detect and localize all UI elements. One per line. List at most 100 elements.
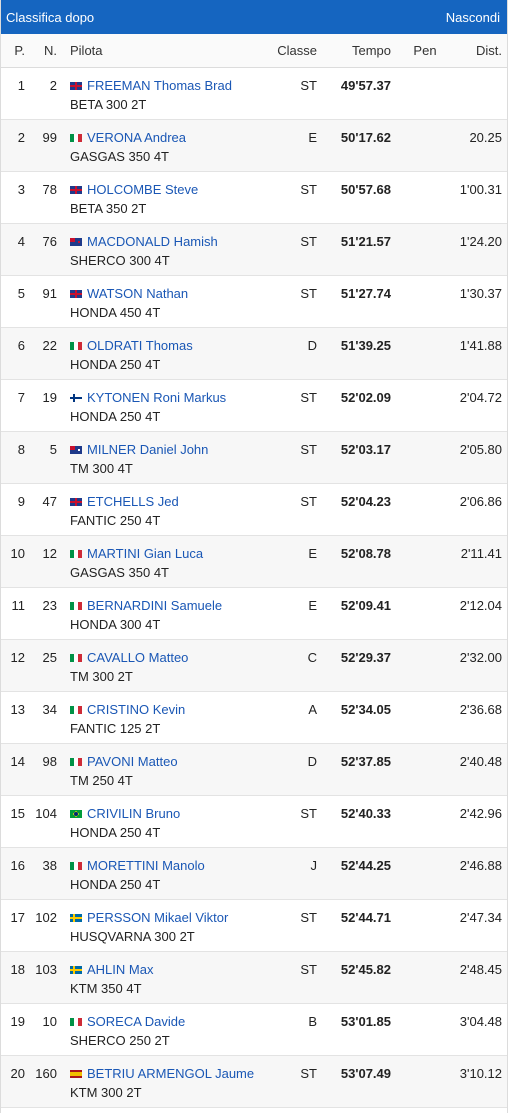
- bike-model: BETA 300 2T: [70, 97, 147, 112]
- bike-model: HONDA 250 4T: [70, 409, 161, 424]
- uk-flag-icon: [70, 82, 82, 90]
- gap: 2'32.00: [459, 650, 502, 665]
- rider-name-link[interactable]: WATSON Nathan: [70, 286, 188, 301]
- table-row[interactable]: 2 99 VERONA Andrea GASGAS 350 4T E 50'17.62 20…: [1, 120, 507, 172]
- class: ST: [300, 806, 317, 821]
- class: D: [307, 338, 317, 353]
- time: 53'07.49: [340, 1066, 391, 1081]
- rider-name-link[interactable]: MACDONALD Hamish: [70, 234, 218, 249]
- time: 51'27.74: [340, 286, 391, 301]
- bike-model: HUSQVARNA 300 2T: [70, 929, 195, 944]
- bike-model: KTM 350 4T: [70, 981, 142, 996]
- rider-name-link[interactable]: MORETTINI Manolo: [70, 858, 205, 873]
- position: 10: [10, 546, 25, 561]
- race-number: 38: [42, 858, 57, 873]
- table-row[interactable]: 13 34 CRISTINO Kevin FANTIC 125 2T A 52'34.05…: [1, 692, 507, 744]
- bike-model: HONDA 450 4T: [70, 305, 161, 320]
- table-row[interactable]: 5 91 WATSON Nathan HONDA 450 4T ST 51'27.74 1'…: [1, 276, 507, 328]
- table-row[interactable]: 16 38 MORETTINI Manolo HONDA 250 4T J 52'44.2…: [1, 848, 507, 900]
- rider-name-link[interactable]: MILNER Daniel John: [70, 442, 208, 457]
- rider-name-link[interactable]: FREEMAN Thomas Brad: [70, 78, 232, 93]
- col-header-class[interactable]: Classe: [277, 43, 317, 58]
- table-row[interactable]: 6 22 OLDRATI Thomas HONDA 250 4T D 51'39.25 1'…: [1, 328, 507, 380]
- rider-name: CRIVILIN Bruno: [87, 806, 181, 821]
- col-header-rider[interactable]: Pilota: [70, 43, 103, 58]
- rider-name-link[interactable]: CRIVILIN Bruno: [70, 806, 180, 821]
- position: 11: [11, 598, 26, 613]
- class: ST: [300, 494, 317, 509]
- it-flag-icon: [70, 1018, 82, 1026]
- table-row[interactable]: 11 23 BERNARDINI Samuele HONDA 300 4T E 52'09…: [1, 588, 507, 640]
- time: 51'39.25: [340, 338, 391, 353]
- hide-button[interactable]: Nascondi: [445, 9, 500, 25]
- col-header-dist[interactable]: Dist.: [476, 43, 502, 58]
- time: 52'40.33: [340, 806, 391, 821]
- col-header-time[interactable]: Tempo: [351, 43, 391, 58]
- rider-name-link[interactable]: ETCHELLS Jed: [70, 494, 179, 509]
- table-row[interactable]: 17 102 PERSSON Mikael Viktor HUSQVARNA 300 …: [1, 900, 507, 952]
- rider-name-link[interactable]: HOLCOMBE Steve: [70, 182, 198, 197]
- gap: 2'47.34: [459, 910, 502, 925]
- position: 18: [10, 962, 25, 977]
- rider-name-link[interactable]: MARTINI Gian Luca: [70, 546, 203, 561]
- time: 52'44.25: [340, 858, 391, 873]
- it-flag-icon: [70, 758, 82, 766]
- time: 52'44.71: [340, 910, 391, 925]
- rider-name-link[interactable]: BERNARDINI Samuele: [70, 598, 222, 613]
- table-row[interactable]: 9 47 ETCHELLS Jed FANTIC 250 4T ST 52'04.23 2'…: [1, 484, 507, 536]
- time: 49'57.37: [340, 78, 391, 93]
- position: 7: [17, 390, 25, 405]
- bike-model: TM 300 4T: [70, 461, 133, 476]
- bike-model: KTM 300 2T: [70, 1085, 142, 1100]
- table-row[interactable]: 18 103 AHLIN Max KTM 350 4T ST 52'45.82 2'48.4…: [1, 952, 507, 1004]
- rider-name: ETCHELLS Jed: [87, 494, 179, 509]
- table-row[interactable]: 1 2 FREEMAN Thomas Brad BETA 300 2T ST 49'57.…: [1, 68, 507, 120]
- table-row[interactable]: 20 160 BETRIU ARMENGOL Jaume KTM 300 2T ST 53…: [1, 1056, 507, 1108]
- rider-name-link[interactable]: PERSSON Mikael Viktor: [70, 910, 228, 925]
- rider-name-link[interactable]: SORECA Davide: [70, 1014, 185, 1029]
- position: 2: [17, 130, 25, 145]
- rider-name-link[interactable]: CAVALLO Matteo: [70, 650, 188, 665]
- race-number: 5: [49, 442, 57, 457]
- rider-name-link[interactable]: PAVONI Matteo: [70, 754, 178, 769]
- class: C: [307, 650, 317, 665]
- class: ST: [300, 390, 317, 405]
- table-row[interactable]: 19 10 SORECA Davide SHERCO 250 2T B 53'01.85 3…: [1, 1004, 507, 1056]
- rider-name: MILNER Daniel John: [87, 442, 209, 457]
- table-row[interactable]: 15 104 CRIVILIN Bruno HONDA 250 4T ST 52'40.3…: [1, 796, 507, 848]
- table-row[interactable]: 14 98 PAVONI Matteo TM 250 4T D 52'37.85 2'40.…: [1, 744, 507, 796]
- table-row[interactable]: 3 78 HOLCOMBE Steve BETA 350 2T ST 50'57.68 1'…: [1, 172, 507, 224]
- table-row[interactable]: 12 25 CAVALLO Matteo TM 300 2T C 52'29.37 2'32…: [1, 640, 507, 692]
- table-row[interactable]: 10 12 MARTINI Gian Luca GASGAS 350 4T E 52'08…: [1, 536, 507, 588]
- rider-name-link[interactable]: KYTONEN Roni Markus: [70, 390, 226, 405]
- rider-name: CRISTINO Kevin: [87, 702, 186, 717]
- col-header-pen[interactable]: Pen: [413, 43, 437, 58]
- position: 6: [17, 338, 25, 353]
- rider-name: SORECA Davide: [87, 1014, 186, 1029]
- race-number: 91: [42, 286, 57, 301]
- table-row[interactable]: 4 76 MACDONALD Hamish SHERCO 300 4T ST 51'21.…: [1, 224, 507, 276]
- es-flag-icon: [70, 1070, 82, 1078]
- gap: 2'06.86: [459, 494, 502, 509]
- race-number: 104: [35, 806, 57, 821]
- it-flag-icon: [70, 134, 82, 142]
- rider-name-link[interactable]: VERONA Andrea: [70, 130, 186, 145]
- race-number: 10: [42, 1014, 57, 1029]
- col-header-pos[interactable]: P.: [14, 43, 25, 58]
- it-flag-icon: [70, 602, 82, 610]
- race-number: 19: [42, 390, 57, 405]
- rider-name-link[interactable]: BETRIU ARMENGOL Jaume: [70, 1066, 254, 1081]
- table-row[interactable]: 7 19 KYTONEN Roni Markus HONDA 250 4T ST 52'0…: [1, 380, 507, 432]
- rider-name: PAVONI Matteo: [87, 754, 178, 769]
- rider-name-link[interactable]: AHLIN Max: [70, 962, 153, 977]
- rider-name-link[interactable]: CRISTINO Kevin: [70, 702, 185, 717]
- table-row[interactable]: 8 5 MILNER Daniel John TM 300 4T ST 52'03.17 2…: [1, 432, 507, 484]
- time: 52'45.82: [340, 962, 391, 977]
- rider-name-link[interactable]: OLDRATI Thomas: [70, 338, 193, 353]
- rider-name: KYTONEN Roni Markus: [87, 390, 227, 405]
- bike-model: HONDA 250 4T: [70, 825, 161, 840]
- standings-header: Classifica dopo Nascondi: [1, 0, 507, 34]
- col-header-num[interactable]: N.: [44, 43, 57, 58]
- it-flag-icon: [70, 862, 82, 870]
- race-number: 76: [42, 234, 57, 249]
